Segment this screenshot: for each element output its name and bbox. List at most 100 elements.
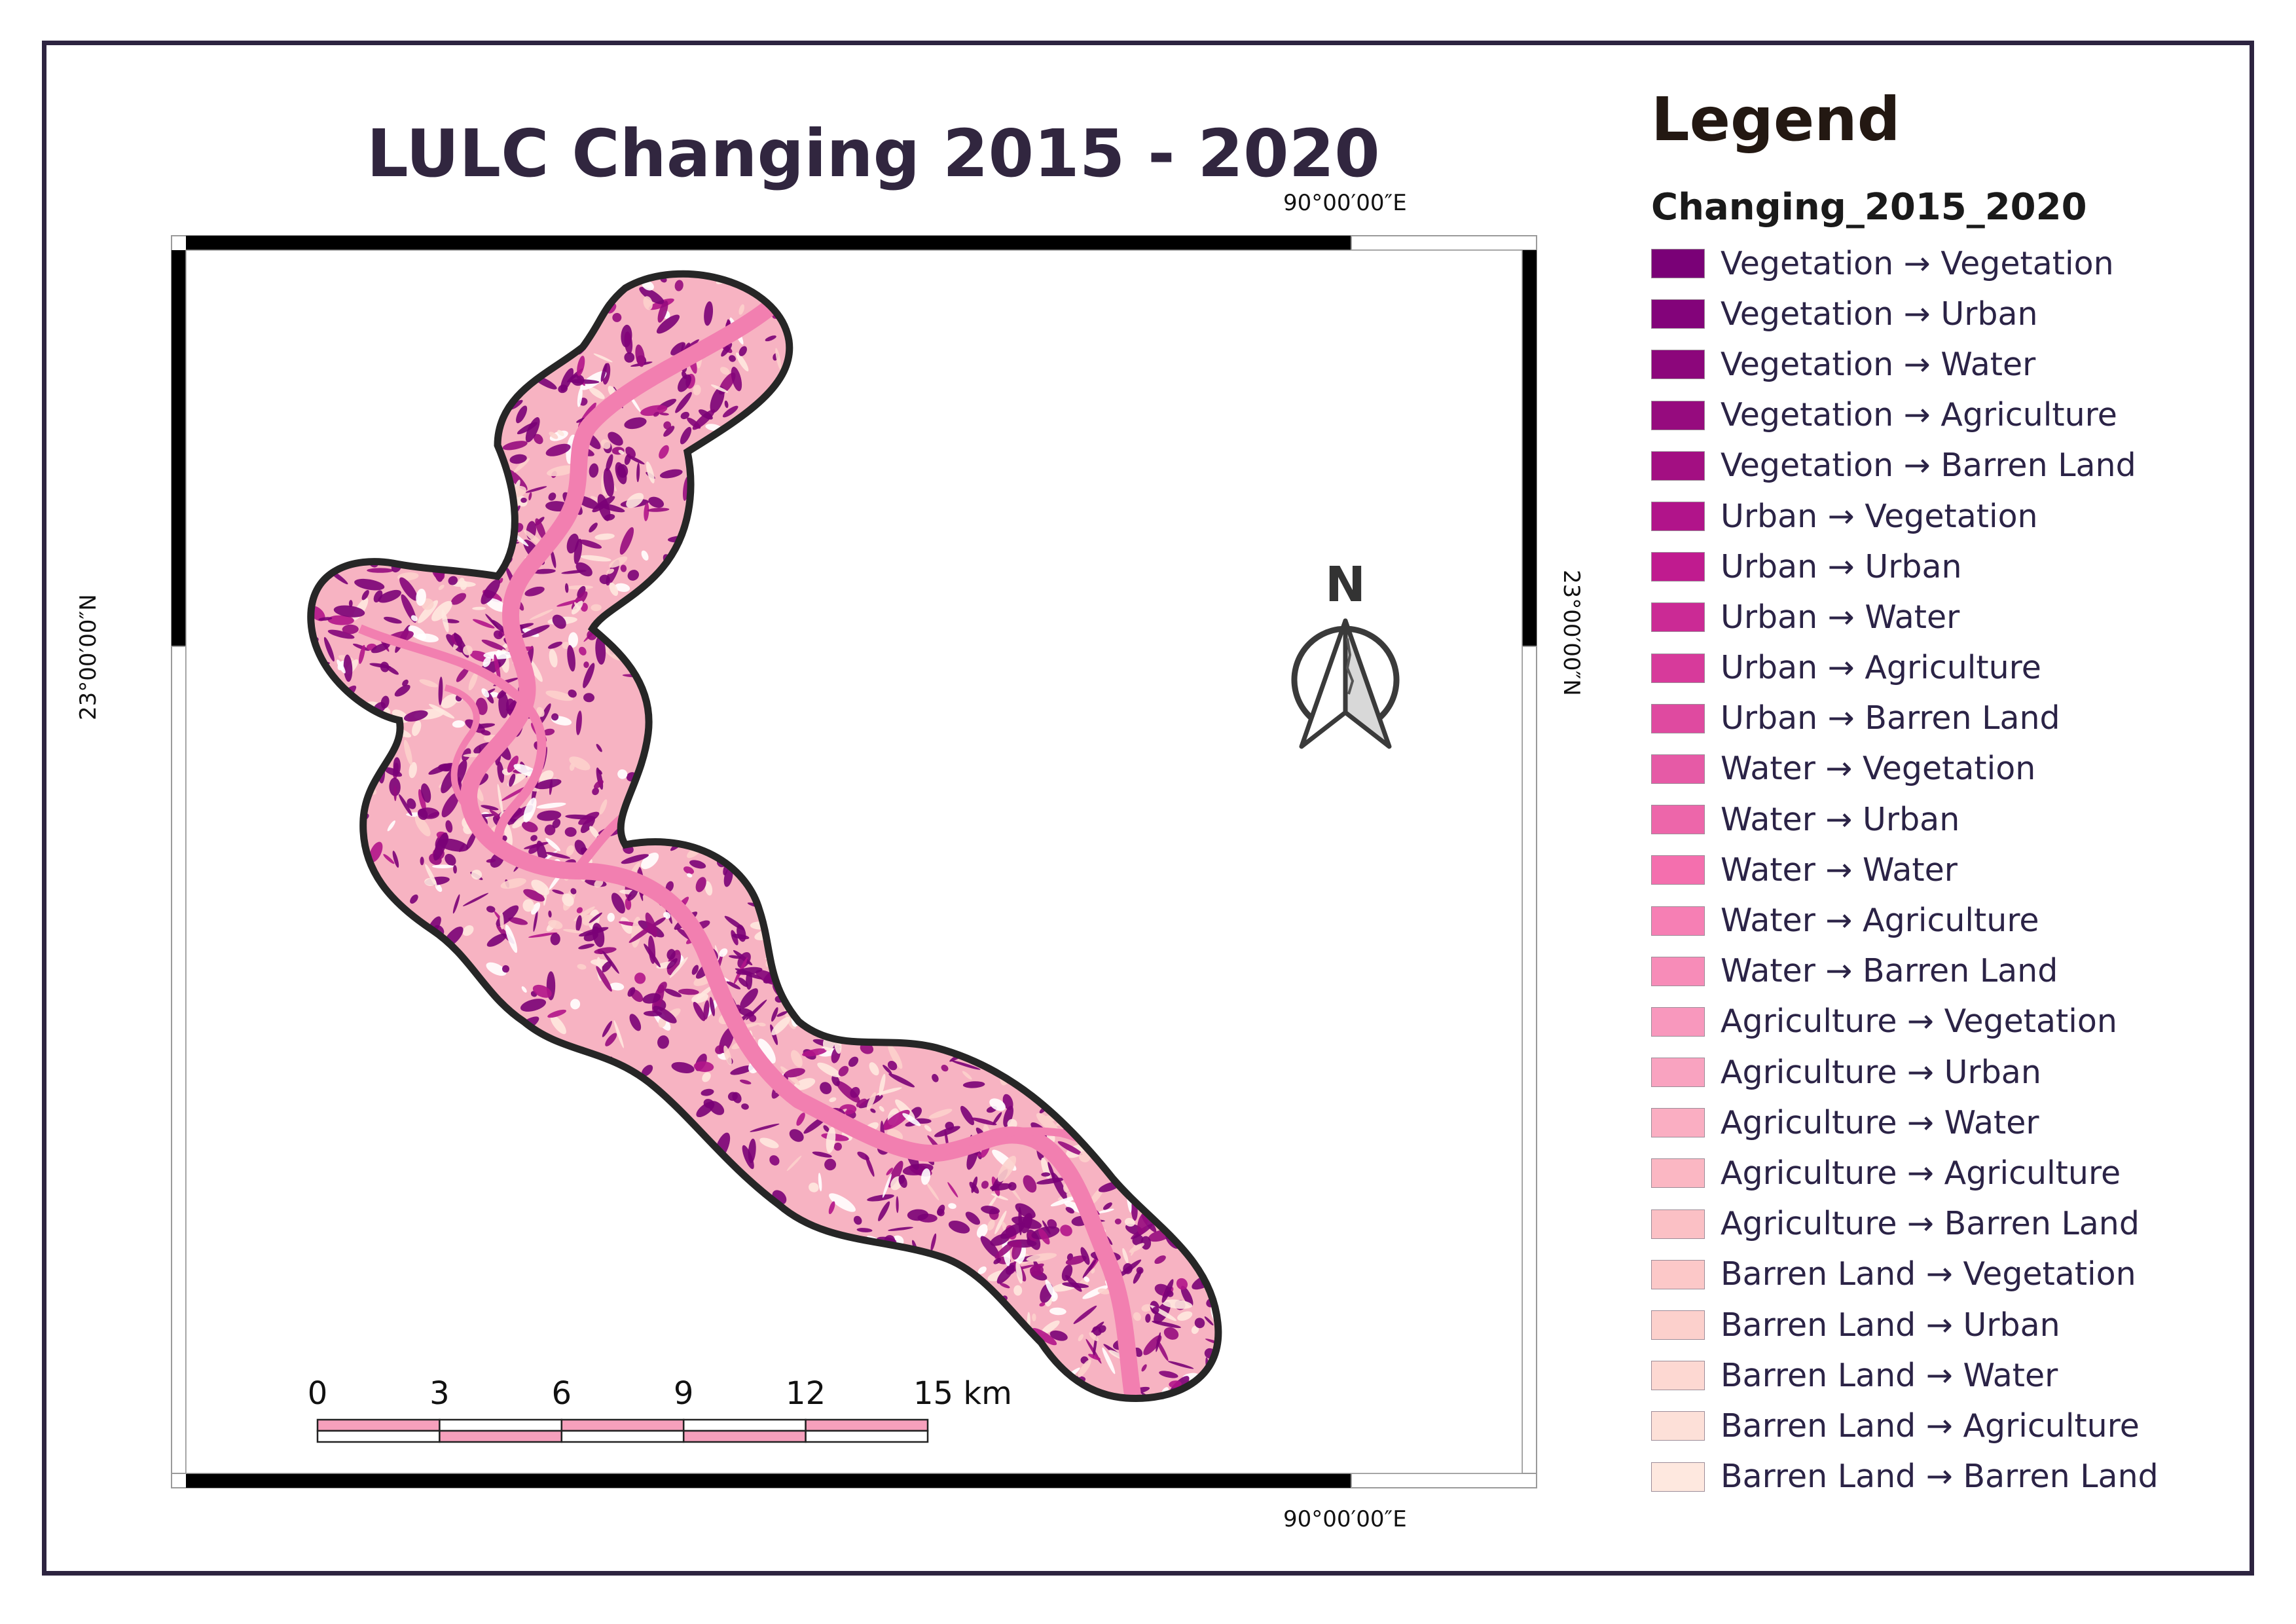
land-change-patch (564, 583, 569, 593)
river-branch (444, 684, 480, 815)
land-change-patch (882, 1173, 892, 1198)
land-change-patch (445, 853, 456, 866)
land-change-patch (644, 502, 649, 521)
north-arrow-icon: N (1291, 557, 1400, 749)
land-change-patch (354, 578, 385, 591)
land-change-patch (784, 1068, 805, 1078)
land-change-patch (652, 917, 666, 927)
land-change-patch (723, 867, 733, 887)
land-change-patch (674, 280, 683, 291)
legend-item: Water → Water (1651, 845, 2159, 895)
land-change-patch (570, 999, 581, 1010)
legend-label: Agriculture → Agriculture (1721, 1154, 2121, 1192)
land-change-patch (902, 1113, 921, 1126)
land-change-patch (567, 645, 575, 672)
legend-label: Vegetation → Urban (1721, 295, 2038, 333)
legend-item: Urban → Agriculture (1651, 643, 2159, 693)
land-change-patch (680, 411, 689, 420)
land-change-patch (687, 417, 701, 429)
legend-label: Water → Urban (1721, 800, 1960, 838)
land-change-patch (866, 1092, 877, 1111)
land-change-patch (486, 858, 496, 863)
north-arrow-right-half (1343, 618, 1392, 749)
land-change-patch (564, 827, 577, 837)
land-change-patch (428, 762, 454, 775)
land-change-patch (609, 556, 628, 568)
land-change-patch (948, 1220, 970, 1234)
land-change-patch (941, 1064, 949, 1072)
land-change-patch (409, 762, 417, 779)
land-change-patch (499, 578, 503, 583)
land-change-patch (545, 838, 560, 851)
land-change-patch (702, 1072, 711, 1082)
land-change-patch (603, 468, 614, 497)
land-change-patch (886, 1168, 894, 1175)
land-change-patch (576, 907, 583, 913)
land-change-patch (738, 1008, 754, 1017)
frame-bar-right-black (1522, 250, 1537, 646)
land-change-patch (595, 635, 606, 665)
land-change-patch (550, 1015, 566, 1035)
land-change-patch (431, 600, 452, 621)
legend-item: Barren Land → Water (1651, 1350, 2159, 1401)
top-longitude-label: 90°00′00″E (1283, 190, 1407, 216)
legend-item: Barren Land → Vegetation (1651, 1249, 2159, 1300)
land-change-patch (689, 860, 706, 869)
land-change-patch (501, 965, 510, 973)
land-change-patch (686, 873, 693, 877)
land-change-patch (1011, 1240, 1022, 1260)
land-change-patch (624, 331, 633, 354)
legend-label: Agriculture → Vegetation (1721, 1003, 2117, 1041)
legend-label: Agriculture → Urban (1721, 1053, 2041, 1091)
land-change-patch (367, 568, 393, 573)
land-change-patch (1141, 1364, 1147, 1372)
land-change-patch (493, 630, 503, 640)
land-change-patch (645, 912, 657, 938)
land-change-patch (497, 783, 503, 815)
land-change-patch (731, 366, 742, 392)
legend-label: Urban → Vegetation (1721, 497, 2038, 535)
scale-bar-label: 12 (786, 1375, 826, 1412)
land-change-patch (820, 1082, 832, 1094)
land-change-patch (589, 463, 599, 478)
legend-swatch (1651, 1411, 1705, 1441)
land-change-patch (1152, 1320, 1181, 1329)
land-change-patch (796, 1113, 805, 1126)
legend-label: Vegetation → Barren Land (1721, 447, 2136, 485)
land-change-patch (987, 1219, 995, 1231)
land-change-patch (601, 961, 612, 972)
land-change-patch (775, 348, 782, 370)
land-change-patch (606, 454, 613, 471)
land-change-patch (342, 624, 359, 635)
legend-swatch (1651, 602, 1705, 633)
legend-list: Vegetation → Vegetation Vegetation → Urba… (1651, 238, 2159, 1502)
land-change-patch (726, 981, 741, 989)
land-change-patch (536, 802, 566, 809)
land-change-patch (1008, 1182, 1017, 1191)
land-change-patch (1036, 1177, 1065, 1185)
land-change-patch (592, 787, 600, 796)
land-change-patch (486, 962, 507, 976)
legend-label: Vegetation → Agriculture (1721, 396, 2117, 434)
land-change-patch (572, 600, 583, 615)
land-change-patch (1078, 1334, 1084, 1342)
land-change-patch (809, 1182, 819, 1192)
land-change-patch (403, 710, 428, 722)
land-change-patch (483, 656, 491, 667)
land-change-patch (429, 703, 455, 719)
land-change-patch (994, 1210, 1007, 1234)
land-change-patch (663, 426, 675, 437)
land-change-patch (445, 820, 453, 833)
land-change-patch (438, 584, 445, 591)
land-change-patch (593, 353, 613, 363)
legend-label: Urban → Agriculture (1721, 649, 2041, 687)
land-change-patch (441, 693, 458, 709)
land-change-patch (693, 1001, 706, 1022)
land-change-patch (343, 654, 353, 682)
land-change-patch (1013, 1285, 1023, 1296)
land-change-patch (1007, 1118, 1017, 1129)
legend-layer-name: Changing_2015_2020 (1651, 186, 2087, 229)
land-change-patch (869, 1062, 879, 1076)
land-change-patch (887, 1061, 898, 1071)
land-change-patch (928, 1109, 953, 1119)
